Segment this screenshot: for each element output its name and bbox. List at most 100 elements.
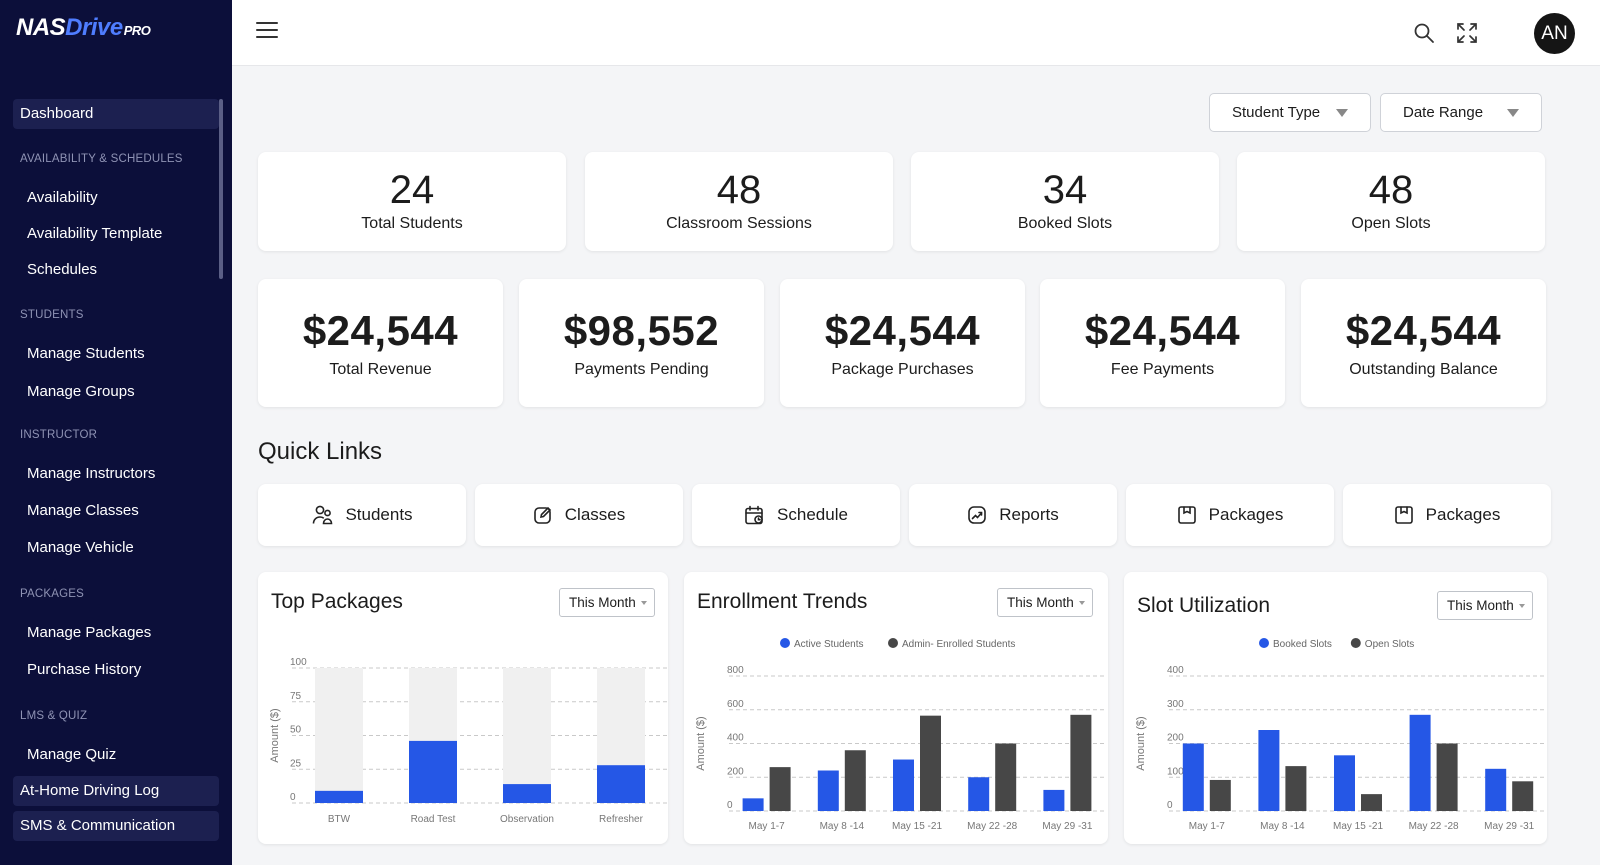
bar — [844, 750, 866, 811]
caret-down-icon — [1507, 109, 1519, 117]
date-range-filter[interactable]: Date Range — [1380, 93, 1542, 132]
sidebar-item-manage-vehicle[interactable]: Manage Vehicle — [27, 539, 134, 556]
money-label: Payments Pending — [574, 361, 709, 378]
y-tick-label: 0 — [1167, 800, 1173, 811]
main-content: Student Type Date Range 24 Total Student… — [232, 66, 1600, 865]
money-card-package-purchases: $24,544 Package Purchases — [780, 279, 1025, 407]
panel-title: Top Packages — [271, 590, 403, 613]
money-card-payments-pending: $98,552 Payments Pending — [519, 279, 764, 407]
legend-label: Booked Slots — [1273, 639, 1332, 650]
stat-value: 48 — [716, 168, 762, 212]
enrollment-trends-panel: Enrollment Trends This Month 0 200 400 600 8… — [684, 572, 1108, 844]
x-tick-label: May 1-7 — [749, 821, 786, 832]
x-tick-label: Refresher — [599, 814, 644, 825]
x-tick-label: Observation — [500, 814, 554, 825]
money-label: Package Purchases — [831, 361, 974, 378]
student-type-filter[interactable]: Student Type — [1209, 93, 1371, 132]
bar — [1182, 743, 1204, 811]
nav-section-packages: PACKAGES — [20, 588, 85, 600]
nav-section-lms-quiz: LMS & QUIZ — [20, 710, 88, 722]
sidebar-item-manage-quiz[interactable]: Manage Quiz — [27, 746, 117, 763]
logo-text-pro: PRO — [123, 23, 151, 38]
bar — [503, 784, 551, 803]
stat-value: 34 — [1042, 168, 1088, 212]
month-select[interactable]: This Month — [559, 588, 655, 617]
quick-link-students[interactable]: Students — [258, 484, 466, 546]
money-value: $24,544 — [824, 307, 981, 354]
month-select[interactable]: This Month — [1437, 591, 1533, 620]
month-select[interactable]: This Month — [997, 588, 1093, 617]
sidebar-item-manage-packages[interactable]: Manage Packages — [27, 624, 152, 641]
bar — [409, 740, 457, 803]
money-card-total-revenue: $24,544 Total Revenue — [258, 279, 503, 407]
package-icon — [1177, 506, 1196, 524]
bar — [1409, 714, 1431, 811]
calendar-icon — [745, 505, 763, 524]
bar — [1070, 714, 1092, 811]
x-tick-label: May 29 -31 — [1042, 821, 1092, 832]
sidebar-item-availability-template[interactable]: Availability Template — [27, 225, 163, 242]
y-tick-label: 800 — [727, 665, 744, 676]
y-tick-label: 100 — [290, 657, 307, 668]
legend-label: Open Slots — [1365, 639, 1414, 650]
sidebar-item-sms[interactable]: SMS & Communication — [13, 811, 219, 841]
students-icon — [313, 505, 333, 525]
bar — [968, 777, 990, 811]
bar — [893, 759, 914, 811]
app-logo[interactable]: NASDrivePRO — [16, 14, 151, 42]
sidebar-item-driving-log[interactable]: At-Home Driving Log — [13, 776, 219, 806]
bar — [920, 715, 941, 811]
quick-link-reports[interactable]: Reports — [909, 484, 1117, 546]
reports-icon — [968, 506, 987, 524]
search-icon[interactable] — [1413, 22, 1435, 44]
stat-label: Open Slots — [1351, 215, 1431, 232]
quick-link-label: Packages — [1208, 505, 1284, 524]
x-tick-label: May 22 -28 — [1409, 821, 1459, 832]
bar — [1361, 794, 1382, 811]
y-axis-label: Amount ($) — [1135, 716, 1147, 770]
sidebar-item-dashboard[interactable]: Dashboard — [13, 99, 219, 129]
bar — [1043, 789, 1065, 811]
sidebar-item-schedules[interactable]: Schedules — [27, 261, 98, 278]
caret-down-icon — [1336, 109, 1348, 117]
stat-card-booked-slots: 34 Booked Slots — [911, 152, 1219, 251]
edit-icon — [533, 506, 551, 524]
y-tick-label: 100 — [1167, 766, 1184, 777]
slot-utilization-panel: Slot Utilization This Month 0 100 200 300 40… — [1124, 572, 1547, 844]
quick-link-classes[interactable]: Classes — [475, 484, 683, 546]
sidebar-item-manage-instructors[interactable]: Manage Instructors — [27, 465, 156, 482]
sidebar-item-manage-students[interactable]: Manage Students — [27, 345, 145, 362]
panel-title: Slot Utilization — [1137, 594, 1271, 617]
sidebar-item-manage-classes[interactable]: Manage Classes — [27, 502, 139, 519]
x-tick-label: BTW — [328, 814, 351, 825]
x-tick-label: May 22 -28 — [967, 821, 1017, 832]
sidebar-item-manage-groups[interactable]: Manage Groups — [27, 383, 135, 400]
legend-label: Admin- Enrolled Students — [902, 639, 1015, 650]
money-value: $24,544 — [302, 307, 459, 354]
month-select-value: This Month — [1447, 598, 1514, 613]
enrollment-trends-chart: 0 200 400 600 800 Amount ($) May 1-7 May 8 -14 M… — [695, 638, 1105, 832]
bar — [597, 765, 645, 803]
nav-section-students: STUDENTS — [20, 309, 84, 321]
fullscreen-icon[interactable] — [1456, 22, 1478, 44]
sidebar-item-availability[interactable]: Availability — [27, 189, 98, 206]
bar — [1512, 781, 1534, 811]
menu-icon[interactable] — [256, 22, 278, 40]
y-tick-label: 25 — [290, 758, 302, 769]
avatar[interactable]: AN — [1534, 13, 1575, 54]
sidebar-scrollbar[interactable] — [219, 99, 223, 279]
caret-down-icon — [1518, 604, 1525, 608]
date-range-label: Date Range — [1403, 104, 1484, 121]
quick-link-schedule[interactable]: Schedule — [692, 484, 900, 546]
stat-value: 48 — [1368, 168, 1414, 212]
y-tick-label: 200 — [1167, 733, 1184, 744]
bar — [1258, 730, 1280, 811]
x-tick-label: May 8 -14 — [820, 821, 865, 832]
quick-link-packages-2[interactable]: Packages — [1343, 484, 1551, 546]
bar — [1436, 743, 1458, 811]
package-icon — [1394, 506, 1413, 524]
stat-value: 24 — [389, 168, 435, 212]
money-card-fee-payments: $24,544 Fee Payments — [1040, 279, 1285, 407]
sidebar-item-purchase-history[interactable]: Purchase History — [27, 661, 142, 678]
quick-link-packages-1[interactable]: Packages — [1126, 484, 1334, 546]
